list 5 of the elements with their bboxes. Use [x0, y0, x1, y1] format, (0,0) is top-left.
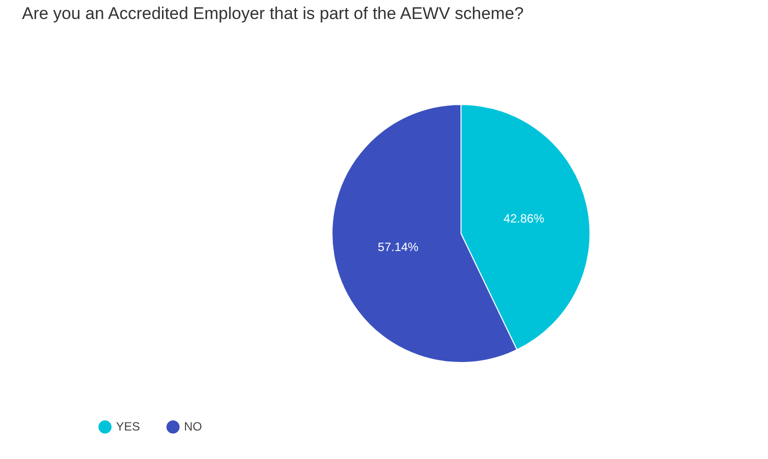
data-label: 42.86%: [504, 211, 545, 226]
data-label: 57.14%: [378, 240, 419, 254]
legend-label: NO: [184, 419, 202, 434]
legend-label: YES: [116, 419, 140, 434]
chart-title: Are you an Accredited Employer that is part of the AEWV scheme?: [22, 4, 524, 24]
